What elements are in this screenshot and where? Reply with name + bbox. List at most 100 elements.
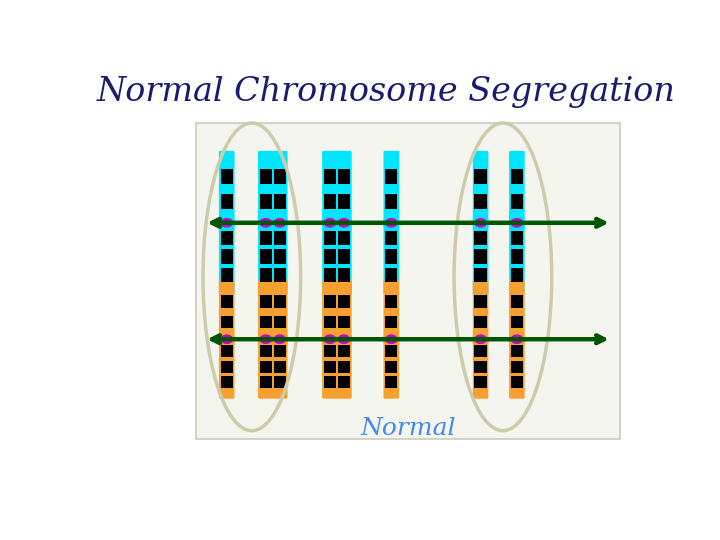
Bar <box>510 249 523 264</box>
Bar <box>220 194 233 209</box>
Circle shape <box>338 219 349 227</box>
Bar <box>385 361 397 373</box>
FancyBboxPatch shape <box>322 335 338 399</box>
FancyBboxPatch shape <box>258 280 274 344</box>
Circle shape <box>221 335 233 343</box>
Bar <box>274 268 286 282</box>
Bar <box>385 194 397 209</box>
Bar <box>260 268 272 282</box>
FancyBboxPatch shape <box>509 218 525 295</box>
Circle shape <box>475 335 486 343</box>
Bar <box>338 345 350 357</box>
Bar <box>474 316 487 328</box>
Bar <box>324 361 336 373</box>
FancyBboxPatch shape <box>509 280 525 344</box>
Bar <box>510 361 523 373</box>
Bar <box>510 316 523 328</box>
Bar <box>474 170 487 184</box>
FancyBboxPatch shape <box>322 280 338 344</box>
FancyBboxPatch shape <box>509 151 525 227</box>
Bar <box>220 376 233 388</box>
FancyBboxPatch shape <box>219 151 235 227</box>
FancyBboxPatch shape <box>384 280 399 344</box>
FancyBboxPatch shape <box>272 151 287 227</box>
Circle shape <box>475 219 486 227</box>
FancyBboxPatch shape <box>384 335 399 399</box>
FancyBboxPatch shape <box>384 218 399 295</box>
Bar <box>274 194 286 209</box>
Bar <box>385 249 397 264</box>
Bar <box>338 376 350 388</box>
Bar <box>220 316 233 328</box>
Bar <box>324 316 336 328</box>
Circle shape <box>221 219 233 227</box>
Bar <box>260 376 272 388</box>
FancyBboxPatch shape <box>272 335 287 399</box>
Bar <box>385 376 397 388</box>
Bar <box>274 361 286 373</box>
Bar <box>274 295 286 308</box>
Circle shape <box>338 335 349 343</box>
Circle shape <box>274 335 285 343</box>
Bar <box>324 249 336 264</box>
FancyBboxPatch shape <box>272 280 287 344</box>
Bar <box>510 231 523 245</box>
Bar <box>338 295 350 308</box>
FancyBboxPatch shape <box>322 218 338 295</box>
FancyBboxPatch shape <box>336 280 351 344</box>
FancyBboxPatch shape <box>272 218 287 295</box>
Bar <box>260 295 272 308</box>
Bar <box>385 170 397 184</box>
Bar <box>274 170 286 184</box>
Bar <box>220 249 233 264</box>
Bar <box>274 316 286 328</box>
Bar <box>260 231 272 245</box>
Bar <box>338 268 350 282</box>
Bar <box>324 295 336 308</box>
Bar <box>196 123 620 439</box>
Bar <box>385 345 397 357</box>
FancyBboxPatch shape <box>509 335 525 399</box>
Bar <box>220 231 233 245</box>
Bar <box>474 268 487 282</box>
Bar <box>510 194 523 209</box>
Bar <box>338 249 350 264</box>
Bar <box>385 268 397 282</box>
Bar <box>324 170 336 184</box>
Bar <box>274 345 286 357</box>
Bar <box>260 316 272 328</box>
FancyBboxPatch shape <box>473 151 488 227</box>
Bar <box>474 376 487 388</box>
Bar <box>385 295 397 308</box>
Bar <box>510 170 523 184</box>
FancyBboxPatch shape <box>258 218 274 295</box>
Bar <box>260 345 272 357</box>
Bar <box>220 361 233 373</box>
Bar <box>510 345 523 357</box>
Bar <box>324 345 336 357</box>
Bar <box>474 194 487 209</box>
Circle shape <box>274 219 285 227</box>
Bar <box>220 268 233 282</box>
Bar <box>474 249 487 264</box>
Bar <box>324 194 336 209</box>
Bar <box>260 170 272 184</box>
FancyBboxPatch shape <box>473 280 488 344</box>
Circle shape <box>511 219 523 227</box>
FancyBboxPatch shape <box>219 335 235 399</box>
Bar <box>474 361 487 373</box>
Bar <box>220 295 233 308</box>
Bar <box>474 295 487 308</box>
FancyBboxPatch shape <box>336 335 351 399</box>
FancyBboxPatch shape <box>384 151 399 227</box>
Bar <box>260 361 272 373</box>
FancyBboxPatch shape <box>219 218 235 295</box>
Bar <box>338 231 350 245</box>
Circle shape <box>260 219 271 227</box>
Bar <box>274 249 286 264</box>
Circle shape <box>324 219 336 227</box>
Bar <box>510 268 523 282</box>
Bar <box>474 231 487 245</box>
Bar <box>385 231 397 245</box>
Bar <box>324 231 336 245</box>
